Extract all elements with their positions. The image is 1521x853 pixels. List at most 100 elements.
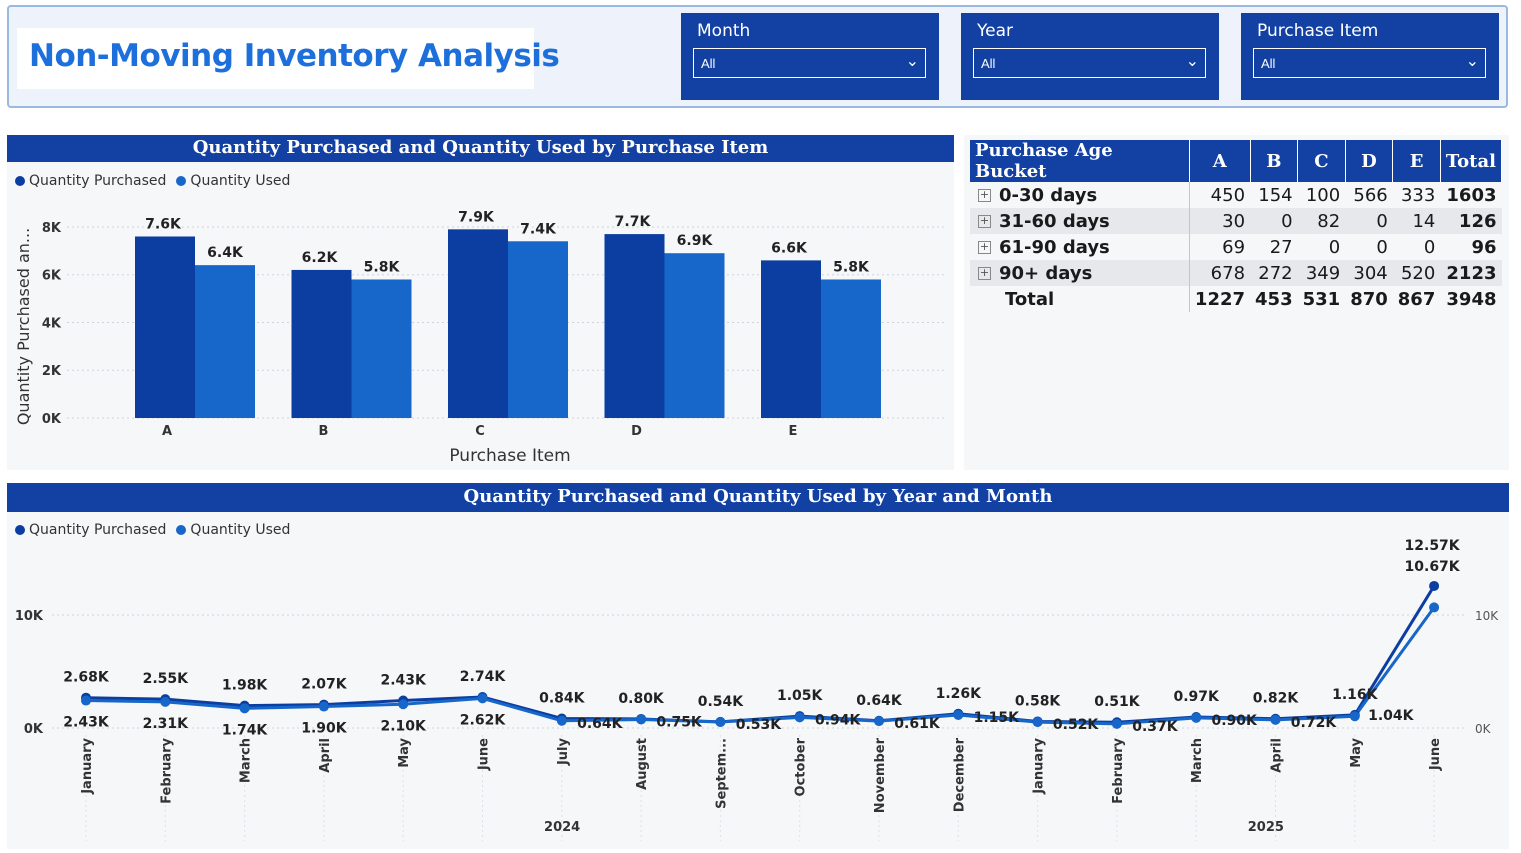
bar-data-label: 5.8K — [833, 259, 870, 275]
line-data-label: 0.82K — [1253, 691, 1300, 707]
matrix-row-total: 96 — [1471, 236, 1497, 258]
year-dropdown-value: All — [981, 56, 996, 71]
line-point[interactable] — [1270, 714, 1281, 725]
line-point[interactable] — [636, 714, 647, 725]
bar-x-tick-label: B — [319, 424, 329, 439]
line-x-tick-label: May — [1349, 737, 1364, 767]
line-point[interactable] — [1429, 602, 1440, 613]
bar[interactable] — [135, 236, 195, 418]
bar-chart-panel: Quantity Purchased and Quantity Used by … — [7, 135, 954, 470]
matrix-col-d[interactable]: D — [1345, 140, 1394, 182]
line-data-label: 2.43K — [63, 715, 110, 731]
line-data-label: 0.64K — [856, 693, 903, 709]
expand-plus-icon[interactable]: + — [978, 188, 991, 202]
year-slicer-label: Year — [977, 21, 1013, 41]
line-point[interactable] — [81, 695, 91, 706]
age-bucket-matrix: Purchase Age Bucket A B C D E Total +0-3… — [970, 140, 1503, 312]
line-data-label: 0.53K — [736, 717, 783, 733]
line-data-label: 0.75K — [656, 715, 703, 731]
line-point[interactable] — [953, 710, 964, 721]
line-point[interactable] — [318, 701, 329, 712]
bar-data-label: 6.2K — [302, 250, 339, 266]
line-point[interactable] — [1429, 580, 1440, 591]
matrix-col-b[interactable]: B — [1250, 140, 1299, 182]
line-data-label: 0.58K — [1015, 693, 1062, 709]
matrix-cell: 349 — [1297, 260, 1346, 286]
year-dropdown[interactable]: All ⌄ — [973, 48, 1206, 78]
line-x-tick-label: April — [1270, 738, 1285, 773]
line-data-label: 1.26K — [936, 686, 983, 702]
line-y2-tick-label: 10K — [1475, 609, 1499, 623]
bar[interactable] — [664, 253, 725, 418]
matrix-col-total[interactable]: Total — [1440, 140, 1503, 182]
line-point[interactable] — [1191, 712, 1202, 723]
expand-plus-icon[interactable]: + — [978, 266, 991, 280]
bar[interactable] — [508, 241, 568, 418]
line-point[interactable] — [477, 693, 488, 704]
line-x-tick-label: May — [397, 737, 412, 767]
matrix-col-bucket[interactable]: Purchase Age Bucket — [970, 140, 1190, 182]
line-x-tick-label: November — [873, 737, 888, 813]
line-point[interactable] — [1349, 711, 1360, 722]
line-x-tick-label: July — [556, 737, 571, 766]
bar-x-tick-label: C — [475, 424, 485, 439]
line-data-label: 1.98K — [222, 678, 269, 694]
legend-dot-used — [176, 176, 187, 186]
legend-label-used[interactable]: Quantity Used — [190, 173, 291, 189]
matrix-col-a[interactable]: A — [1189, 140, 1251, 182]
line-x-tick-label: March — [239, 738, 254, 783]
bar-x-axis-label: Purchase Item — [449, 446, 570, 466]
legend-label-purchased[interactable]: Quantity Purchased — [29, 522, 167, 538]
line-point[interactable] — [398, 699, 409, 710]
line-data-label: 0.80K — [618, 691, 665, 707]
line-x-tick-label: April — [318, 738, 333, 773]
bar[interactable] — [351, 279, 412, 418]
line-point[interactable] — [874, 716, 884, 727]
matrix-col-total-cell: 531 — [1302, 288, 1341, 310]
line-point[interactable] — [239, 703, 250, 714]
legend-dot-purchased — [15, 176, 25, 186]
purchase-item-slicer: Purchase Item All ⌄ — [1241, 13, 1499, 100]
line-x-tick-label: December — [952, 737, 967, 812]
legend-label-purchased[interactable]: Quantity Purchased — [29, 173, 167, 189]
bar[interactable] — [761, 260, 821, 418]
line-data-label: 1.90K — [301, 721, 348, 737]
chevron-down-icon: ⌄ — [1185, 53, 1199, 70]
expand-plus-icon[interactable]: + — [978, 240, 991, 254]
line-point[interactable] — [794, 712, 805, 723]
matrix-col-e[interactable]: E — [1392, 140, 1441, 182]
matrix-col-total-cell: 867 — [1397, 288, 1436, 310]
matrix-row: +0-30 days 450 154 100 566 333 1603 — [970, 182, 1502, 208]
bar-chart: 0K 2K 4K 6K 8K Quantity Purchased an... Purcha… — [14, 209, 947, 466]
bar-y-tick-label: 6K — [42, 269, 62, 284]
month-dropdown[interactable]: All ⌄ — [693, 48, 926, 78]
line-point[interactable] — [715, 717, 726, 728]
matrix-header-row: Purchase Age Bucket A B C D E Total — [970, 140, 1503, 182]
title-card: Non-Moving Inventory Analysis — [17, 28, 560, 89]
line-point[interactable] — [160, 696, 171, 707]
matrix-cell: 450 — [1210, 184, 1246, 206]
line-series[interactable] — [85, 585, 1436, 724]
line-point[interactable] — [1032, 717, 1043, 728]
line-chart-legend: Quantity Purchased Quantity Used — [15, 522, 290, 538]
matrix-col-c[interactable]: C — [1297, 140, 1346, 182]
expand-plus-icon[interactable]: + — [978, 214, 991, 228]
line-point[interactable] — [1111, 718, 1122, 729]
line-point[interactable] — [556, 715, 567, 726]
bar[interactable] — [195, 265, 255, 418]
line-data-label: 0.64K — [577, 716, 624, 732]
bar[interactable] — [821, 279, 881, 418]
bar[interactable] — [604, 234, 665, 418]
line-x-tick-label: January — [1032, 737, 1047, 794]
line-data-label: 1.16K — [1332, 687, 1379, 703]
line-data-label: 0.37K — [1132, 719, 1179, 735]
bar[interactable] — [291, 269, 352, 418]
line-data-label: 2.31K — [143, 716, 190, 732]
bar-x-tick-label: D — [631, 424, 642, 439]
legend-label-used[interactable]: Quantity Used — [190, 522, 291, 538]
line-data-label: 0.72K — [1291, 715, 1338, 731]
line-series[interactable] — [85, 606, 1436, 726]
purchase-item-dropdown[interactable]: All ⌄ — [1253, 48, 1486, 78]
bar[interactable] — [448, 229, 508, 418]
line-data-label: 0.94K — [815, 712, 862, 728]
